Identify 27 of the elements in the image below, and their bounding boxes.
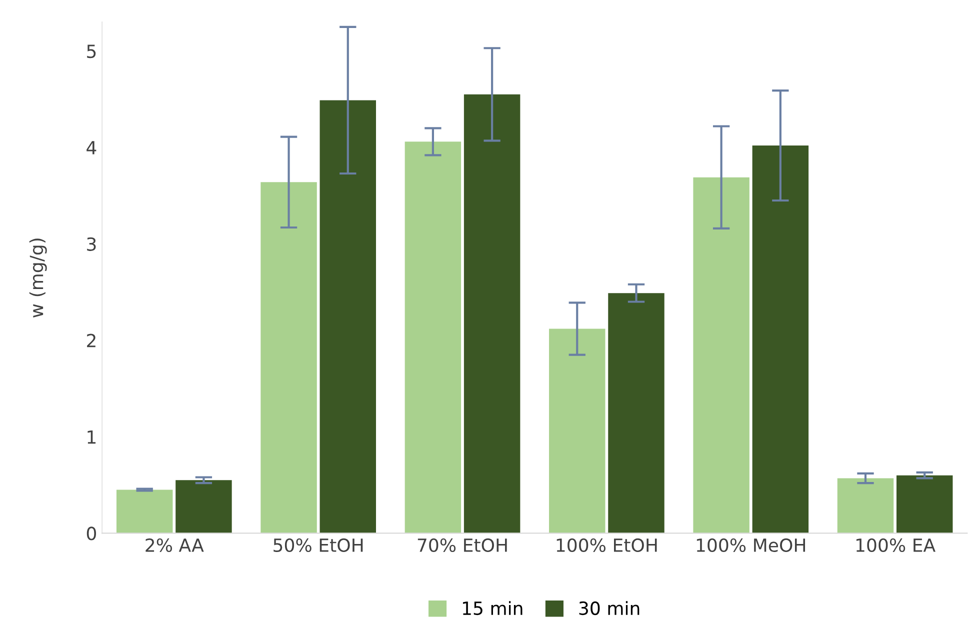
bar: [464, 94, 520, 534]
bar: [320, 100, 376, 534]
bar: [752, 146, 809, 534]
y-tick-label: 4: [86, 141, 96, 154]
y-axis-title: w (mg/g): [29, 238, 47, 318]
bar: [896, 475, 953, 534]
y-tick-label: 1: [88, 430, 96, 444]
x-tick-label: 100% EA: [856, 538, 936, 552]
y-tick-label: 0: [86, 526, 96, 540]
bar: [693, 177, 750, 534]
bar: [404, 142, 462, 534]
bar: [176, 480, 232, 534]
x-tick-label: 100% EtOH: [556, 538, 657, 552]
bar: [260, 182, 317, 534]
bar: [549, 328, 606, 534]
bar: [837, 478, 894, 534]
bar: [116, 490, 173, 534]
x-tick-label: 100% MeOH: [696, 538, 806, 552]
x-tick-label: 50% EtOH: [274, 538, 363, 552]
legend-label: 30 min: [579, 601, 640, 616]
bar: [608, 293, 664, 534]
y-tick-label: 5: [87, 44, 96, 58]
x-tick-label: 2% AA: [146, 538, 204, 552]
legend-label: 15 min: [462, 601, 522, 616]
y-tick-label: 3: [87, 237, 96, 252]
x-tick-label: 70% EtOH: [418, 538, 507, 552]
y-tick-label: 2: [87, 334, 96, 348]
